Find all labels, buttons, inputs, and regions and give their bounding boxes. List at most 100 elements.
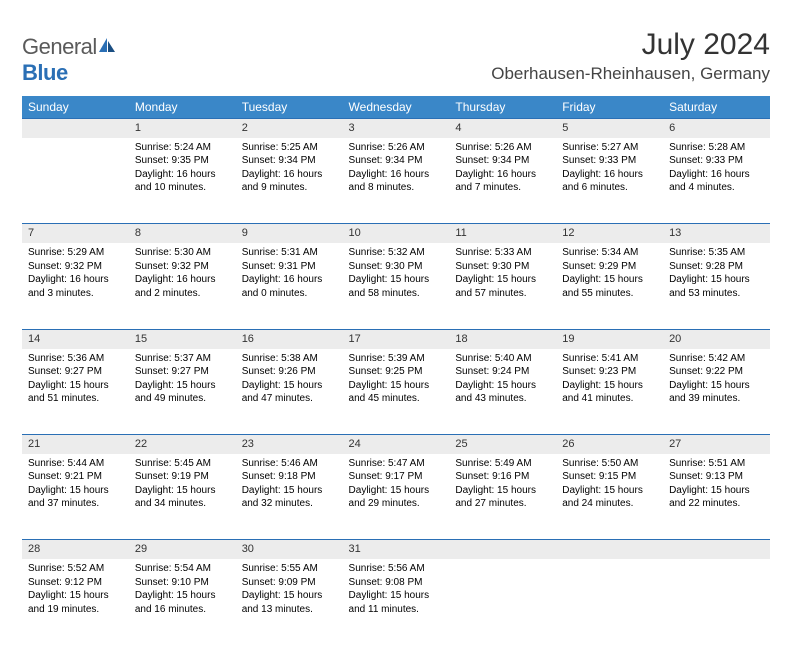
daylight-line: Daylight: 16 hours and 7 minutes. bbox=[455, 168, 550, 195]
sunrise-line: Sunrise: 5:49 AM bbox=[455, 457, 550, 471]
sunset-line: Sunset: 9:30 PM bbox=[349, 260, 444, 274]
sunset-line: Sunset: 9:30 PM bbox=[455, 260, 550, 274]
logo-text: General Blue bbox=[22, 34, 117, 86]
day-cell: Sunrise: 5:27 AMSunset: 9:33 PMDaylight:… bbox=[556, 138, 663, 224]
header: General Blue July 2024 Oberhausen-Rheinh… bbox=[22, 28, 770, 86]
daylight-line: Daylight: 16 hours and 2 minutes. bbox=[135, 273, 230, 300]
day-number bbox=[22, 119, 129, 138]
sunrise-line: Sunrise: 5:50 AM bbox=[562, 457, 657, 471]
sunrise-line: Sunrise: 5:31 AM bbox=[242, 246, 337, 260]
day-number: 12 bbox=[556, 224, 663, 243]
daylight-line: Daylight: 16 hours and 0 minutes. bbox=[242, 273, 337, 300]
sunrise-line: Sunrise: 5:36 AM bbox=[28, 352, 123, 366]
sunrise-line: Sunrise: 5:28 AM bbox=[669, 141, 764, 155]
logo-sail-icon bbox=[97, 36, 117, 54]
day-number: 27 bbox=[663, 435, 770, 454]
day-number: 23 bbox=[236, 435, 343, 454]
sunset-line: Sunset: 9:15 PM bbox=[562, 470, 657, 484]
day-cell: Sunrise: 5:30 AMSunset: 9:32 PMDaylight:… bbox=[129, 243, 236, 329]
sunrise-line: Sunrise: 5:24 AM bbox=[135, 141, 230, 155]
day-cell: Sunrise: 5:36 AMSunset: 9:27 PMDaylight:… bbox=[22, 349, 129, 435]
sunset-line: Sunset: 9:32 PM bbox=[28, 260, 123, 274]
day-number: 19 bbox=[556, 329, 663, 348]
sunrise-line: Sunrise: 5:25 AM bbox=[242, 141, 337, 155]
daylight-line: Daylight: 16 hours and 3 minutes. bbox=[28, 273, 123, 300]
day-number: 30 bbox=[236, 540, 343, 559]
sunset-line: Sunset: 9:22 PM bbox=[669, 365, 764, 379]
day-number: 20 bbox=[663, 329, 770, 348]
day-cell: Sunrise: 5:35 AMSunset: 9:28 PMDaylight:… bbox=[663, 243, 770, 329]
weekday-header: Wednesday bbox=[343, 96, 450, 119]
day-number: 9 bbox=[236, 224, 343, 243]
daylight-line: Daylight: 15 hours and 53 minutes. bbox=[669, 273, 764, 300]
daylight-line: Daylight: 16 hours and 6 minutes. bbox=[562, 168, 657, 195]
sunrise-line: Sunrise: 5:38 AM bbox=[242, 352, 337, 366]
daylight-line: Daylight: 15 hours and 51 minutes. bbox=[28, 379, 123, 406]
logo: General Blue bbox=[22, 28, 117, 86]
day-number: 2 bbox=[236, 119, 343, 138]
day-number: 13 bbox=[663, 224, 770, 243]
weekday-header: Thursday bbox=[449, 96, 556, 119]
daylight-line: Daylight: 15 hours and 39 minutes. bbox=[669, 379, 764, 406]
day-number: 7 bbox=[22, 224, 129, 243]
day-number: 8 bbox=[129, 224, 236, 243]
sunrise-line: Sunrise: 5:29 AM bbox=[28, 246, 123, 260]
daylight-line: Daylight: 15 hours and 45 minutes. bbox=[349, 379, 444, 406]
sunrise-line: Sunrise: 5:34 AM bbox=[562, 246, 657, 260]
day-number: 18 bbox=[449, 329, 556, 348]
content-row: Sunrise: 5:29 AMSunset: 9:32 PMDaylight:… bbox=[22, 243, 770, 329]
calendar-body: 123456Sunrise: 5:24 AMSunset: 9:35 PMDay… bbox=[22, 119, 770, 645]
day-cell bbox=[556, 559, 663, 645]
sunrise-line: Sunrise: 5:46 AM bbox=[242, 457, 337, 471]
day-cell: Sunrise: 5:41 AMSunset: 9:23 PMDaylight:… bbox=[556, 349, 663, 435]
daynum-row: 78910111213 bbox=[22, 224, 770, 243]
day-number: 1 bbox=[129, 119, 236, 138]
sunset-line: Sunset: 9:34 PM bbox=[242, 154, 337, 168]
sunset-line: Sunset: 9:16 PM bbox=[455, 470, 550, 484]
sunset-line: Sunset: 9:12 PM bbox=[28, 576, 123, 590]
sunset-line: Sunset: 9:08 PM bbox=[349, 576, 444, 590]
sunset-line: Sunset: 9:24 PM bbox=[455, 365, 550, 379]
content-row: Sunrise: 5:24 AMSunset: 9:35 PMDaylight:… bbox=[22, 138, 770, 224]
day-cell: Sunrise: 5:42 AMSunset: 9:22 PMDaylight:… bbox=[663, 349, 770, 435]
day-number: 4 bbox=[449, 119, 556, 138]
daylight-line: Daylight: 16 hours and 9 minutes. bbox=[242, 168, 337, 195]
logo-word2: Blue bbox=[22, 60, 68, 85]
day-cell: Sunrise: 5:24 AMSunset: 9:35 PMDaylight:… bbox=[129, 138, 236, 224]
sunset-line: Sunset: 9:29 PM bbox=[562, 260, 657, 274]
day-cell: Sunrise: 5:54 AMSunset: 9:10 PMDaylight:… bbox=[129, 559, 236, 645]
sunrise-line: Sunrise: 5:44 AM bbox=[28, 457, 123, 471]
sunrise-line: Sunrise: 5:41 AM bbox=[562, 352, 657, 366]
sunrise-line: Sunrise: 5:47 AM bbox=[349, 457, 444, 471]
sunset-line: Sunset: 9:19 PM bbox=[135, 470, 230, 484]
day-cell: Sunrise: 5:28 AMSunset: 9:33 PMDaylight:… bbox=[663, 138, 770, 224]
day-cell: Sunrise: 5:32 AMSunset: 9:30 PMDaylight:… bbox=[343, 243, 450, 329]
day-number: 29 bbox=[129, 540, 236, 559]
location: Oberhausen-Rheinhausen, Germany bbox=[491, 64, 770, 84]
sunrise-line: Sunrise: 5:30 AM bbox=[135, 246, 230, 260]
daylight-line: Daylight: 15 hours and 16 minutes. bbox=[135, 589, 230, 616]
daylight-line: Daylight: 15 hours and 55 minutes. bbox=[562, 273, 657, 300]
weekday-header: Tuesday bbox=[236, 96, 343, 119]
day-cell: Sunrise: 5:45 AMSunset: 9:19 PMDaylight:… bbox=[129, 454, 236, 540]
day-cell: Sunrise: 5:31 AMSunset: 9:31 PMDaylight:… bbox=[236, 243, 343, 329]
sunset-line: Sunset: 9:33 PM bbox=[669, 154, 764, 168]
day-number: 28 bbox=[22, 540, 129, 559]
daylight-line: Daylight: 16 hours and 10 minutes. bbox=[135, 168, 230, 195]
day-cell: Sunrise: 5:47 AMSunset: 9:17 PMDaylight:… bbox=[343, 454, 450, 540]
day-cell: Sunrise: 5:33 AMSunset: 9:30 PMDaylight:… bbox=[449, 243, 556, 329]
weekday-header: Sunday bbox=[22, 96, 129, 119]
sunset-line: Sunset: 9:35 PM bbox=[135, 154, 230, 168]
day-cell bbox=[449, 559, 556, 645]
sunrise-line: Sunrise: 5:40 AM bbox=[455, 352, 550, 366]
sunset-line: Sunset: 9:28 PM bbox=[669, 260, 764, 274]
sunrise-line: Sunrise: 5:26 AM bbox=[349, 141, 444, 155]
daylight-line: Daylight: 15 hours and 41 minutes. bbox=[562, 379, 657, 406]
sunrise-line: Sunrise: 5:37 AM bbox=[135, 352, 230, 366]
daynum-row: 123456 bbox=[22, 119, 770, 138]
day-cell: Sunrise: 5:37 AMSunset: 9:27 PMDaylight:… bbox=[129, 349, 236, 435]
month-title: July 2024 bbox=[491, 28, 770, 62]
day-cell: Sunrise: 5:56 AMSunset: 9:08 PMDaylight:… bbox=[343, 559, 450, 645]
day-number: 22 bbox=[129, 435, 236, 454]
daylight-line: Daylight: 15 hours and 57 minutes. bbox=[455, 273, 550, 300]
